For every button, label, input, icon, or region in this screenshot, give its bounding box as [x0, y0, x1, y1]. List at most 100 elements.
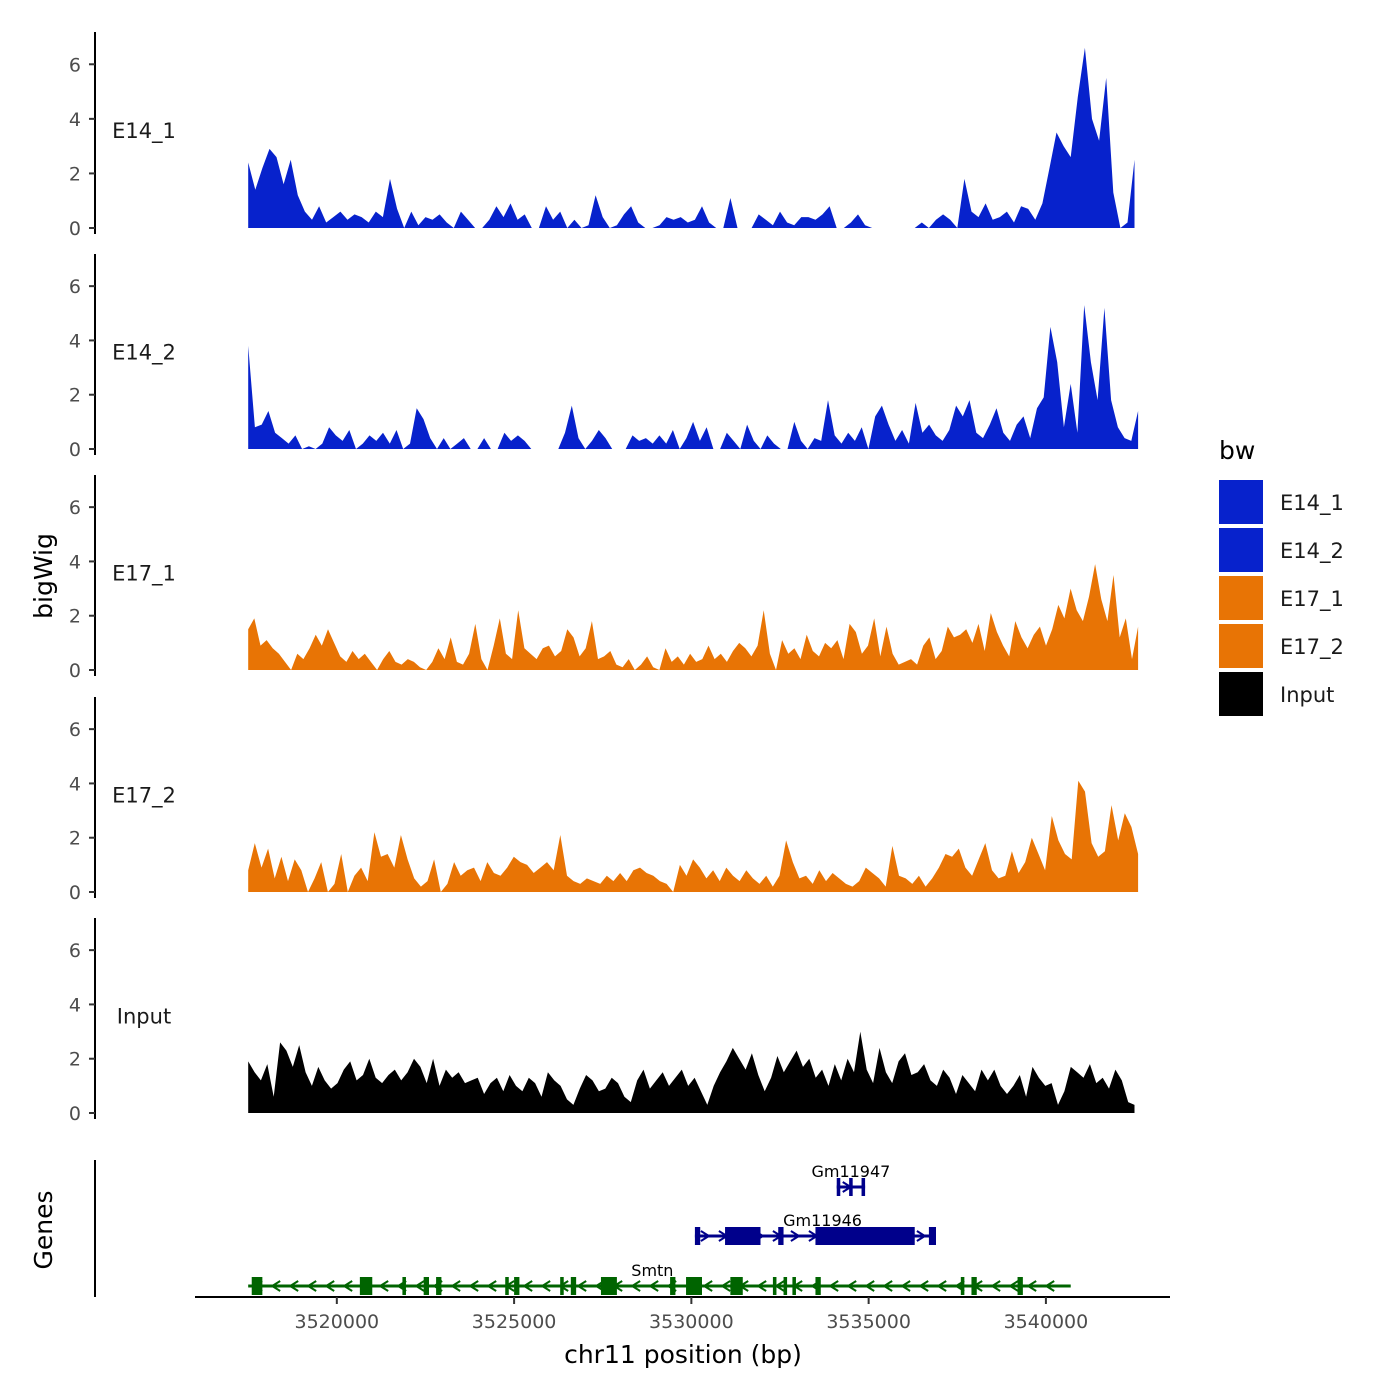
- signal-area-e14-2: [248, 305, 1139, 449]
- gene-label: Smtn: [631, 1261, 673, 1280]
- strand-chevron-icon: [648, 1280, 659, 1292]
- strand-chevron-icon: [1008, 1280, 1019, 1292]
- y-tick-label: 6: [69, 54, 81, 76]
- strand-chevron-icon: [1044, 1280, 1055, 1292]
- strand-chevron-icon: [324, 1280, 335, 1292]
- legend-entry-e17-2: E17_2: [1219, 624, 1344, 668]
- strand-chevron-icon: [916, 1230, 927, 1242]
- gene-exon: [560, 1277, 564, 1295]
- strand-chevron-icon: [846, 1280, 857, 1292]
- gene-exon: [251, 1277, 263, 1295]
- legend-swatch: [1219, 624, 1263, 668]
- track-input: 0 2 4 6 Input: [69, 918, 1135, 1125]
- legend-swatch: [1219, 576, 1263, 620]
- gene-exon: [570, 1277, 577, 1295]
- y-tick-label: 4: [69, 551, 81, 573]
- gene-exon: [423, 1277, 429, 1295]
- x-tick-label: 3520000: [295, 1311, 380, 1333]
- gene-exon: [436, 1277, 442, 1295]
- strand-chevron-icon: [522, 1280, 533, 1292]
- y-tick-label: 2: [69, 828, 81, 850]
- y-tick-label: 2: [69, 1049, 81, 1071]
- gene-exon: [778, 1227, 784, 1245]
- track-e14-1: 0 2 4 6 E14_1: [69, 32, 1135, 240]
- track-e14-2: 0 2 4 6 E14_2: [69, 254, 1139, 461]
- gene-exon: [815, 1227, 915, 1245]
- x-tick-label: 3535000: [826, 1311, 911, 1333]
- y-tick-label: 0: [69, 882, 81, 904]
- strand-chevron-icon: [1026, 1280, 1037, 1292]
- gene-exon: [670, 1277, 676, 1295]
- track-label: E14_2: [112, 340, 176, 365]
- gene-exon: [514, 1277, 520, 1295]
- track-e17-2: 0 2 4 6 E17_2: [69, 697, 1139, 904]
- strand-chevron-icon: [540, 1280, 551, 1292]
- track-label: E14_1: [112, 119, 176, 144]
- strand-chevron-icon: [882, 1280, 893, 1292]
- legend-label: Input: [1280, 683, 1334, 707]
- strand-chevron-icon: [450, 1280, 461, 1292]
- signal-area-e17-1: [248, 564, 1139, 670]
- track-label: E17_1: [112, 561, 176, 586]
- gene-exon: [1017, 1277, 1023, 1295]
- track-e17-1: 0 2 4 6 E17_1: [69, 475, 1139, 682]
- gene-exon: [694, 1227, 701, 1245]
- strand-chevron-icon: [486, 1280, 497, 1292]
- y-axis-title: bigWig: [29, 533, 58, 619]
- y-tick-label: 6: [69, 940, 81, 962]
- y-tick-label: 6: [69, 276, 81, 298]
- strand-chevron-icon: [864, 1280, 875, 1292]
- gene-exon: [783, 1277, 788, 1295]
- strand-chevron-icon: [468, 1280, 479, 1292]
- y-tick-label: 0: [69, 660, 81, 682]
- gene-exon: [815, 1277, 821, 1295]
- y-tick-label: 6: [69, 497, 81, 519]
- gene-label: Gm11946: [783, 1211, 862, 1230]
- legend-label: E14_1: [1280, 491, 1344, 516]
- gene-exon: [849, 1178, 853, 1196]
- gene-exon: [725, 1227, 761, 1245]
- legend-label: E17_2: [1280, 635, 1344, 660]
- track-label: Input: [117, 1004, 171, 1028]
- gene-exon: [730, 1277, 743, 1295]
- gene-label: Gm11947: [811, 1162, 890, 1181]
- signal-area-e14-1: [248, 47, 1135, 229]
- strand-chevron-icon: [900, 1280, 911, 1292]
- legend-swatch: [1219, 480, 1263, 524]
- strand-chevron-icon: [630, 1280, 641, 1292]
- legend-swatch: [1219, 672, 1263, 716]
- gene-exon: [402, 1277, 406, 1295]
- strand-chevron-icon: [576, 1280, 587, 1292]
- strand-chevron-icon: [702, 1280, 713, 1292]
- gene-exon: [960, 1277, 965, 1295]
- track-label: E17_2: [112, 783, 176, 808]
- legend-entry-input: Input: [1219, 672, 1334, 716]
- y-tick-label: 2: [69, 606, 81, 628]
- gene-smtn: Smtn: [248, 1261, 1071, 1295]
- legend-title: bw: [1219, 436, 1255, 465]
- x-axis-title: chr11 position (bp): [564, 1340, 802, 1369]
- y-tick-label: 2: [69, 385, 81, 407]
- genes-axis-title: Genes: [29, 1190, 58, 1269]
- legend-entry-e14-1: E14_1: [1219, 480, 1344, 524]
- gene-exon: [861, 1178, 866, 1196]
- gene-exon: [928, 1227, 936, 1245]
- strand-chevron-icon: [306, 1280, 317, 1292]
- strand-chevron-icon: [720, 1280, 731, 1292]
- strand-chevron-icon: [918, 1280, 929, 1292]
- strand-chevron-icon: [756, 1280, 767, 1292]
- legend-label: E17_1: [1280, 587, 1344, 612]
- gene-exon: [600, 1277, 617, 1295]
- y-tick-label: 4: [69, 330, 81, 352]
- strand-chevron-icon: [378, 1280, 389, 1292]
- gene-exon: [836, 1178, 841, 1196]
- x-tick-label: 3525000: [472, 1311, 557, 1333]
- signal-tracks: 0 2 4 6 E14_1 0 2 4 6 E14_2 0 2 4 6 E17_1 0 2 4 6 E17_2 0 2 4 6…: [69, 32, 1139, 1125]
- strand-chevron-icon: [288, 1280, 299, 1292]
- gene-exon: [971, 1277, 977, 1295]
- strand-chevron-icon: [342, 1280, 353, 1292]
- strand-chevron-icon: [990, 1280, 1001, 1292]
- legend-entry-e17-1: E17_1: [1219, 576, 1344, 620]
- gene-exon: [505, 1277, 509, 1295]
